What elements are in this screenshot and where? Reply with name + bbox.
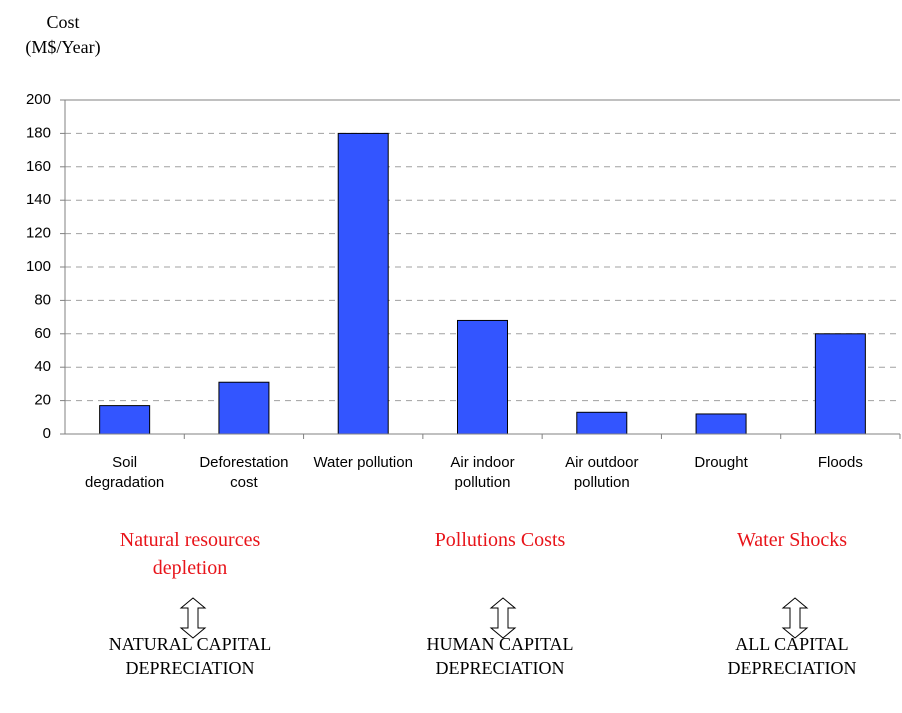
y-tick-label: 160 <box>26 158 51 175</box>
bar <box>695 413 747 435</box>
y-tick-label: 200 <box>26 91 51 108</box>
bar <box>457 319 508 435</box>
double-arrow <box>489 597 517 639</box>
y-tick-label: 60 <box>34 325 51 342</box>
group-label: Pollutions Costs <box>434 529 566 551</box>
bar <box>218 381 270 435</box>
y-tick-label: 140 <box>26 191 51 208</box>
double-arrow <box>179 597 207 639</box>
x-tick-label: Deforestation cost <box>199 454 289 492</box>
x-tick-label: Air indoor pollution <box>450 454 515 492</box>
y-tick-label: 180 <box>26 124 51 141</box>
group-label: Natural resources depletion <box>119 529 261 579</box>
double-arrow <box>781 597 809 639</box>
x-tick-label: Water pollution <box>313 454 413 471</box>
y-tick-label: 20 <box>34 392 51 409</box>
group-label: Water Shocks <box>736 529 848 551</box>
depreciation-label: ALL CAPITAL DEPRECIATION <box>727 634 857 679</box>
y-tick-label: 120 <box>26 225 51 242</box>
y-tick-label: 40 <box>34 358 51 375</box>
x-tick-label: Floods <box>817 454 863 471</box>
x-tick-label: Soil degradation <box>85 454 165 492</box>
bar <box>337 132 389 435</box>
bar <box>99 405 151 435</box>
y-tick-label: 100 <box>26 258 51 275</box>
depreciation-label: NATURAL CAPITAL DEPRECIATION <box>108 634 272 679</box>
bar <box>576 411 628 435</box>
bar <box>814 333 866 435</box>
y-tick-label: 80 <box>34 291 51 308</box>
y-axis-label: Cost (M$/Year) <box>25 12 101 58</box>
x-tick-label: Air outdoor pollution <box>565 454 639 492</box>
y-tick-label: 0 <box>43 425 51 442</box>
x-tick-label: Drought <box>694 454 748 471</box>
depreciation-label: HUMAN CAPITAL DEPRECIATION <box>426 634 574 679</box>
